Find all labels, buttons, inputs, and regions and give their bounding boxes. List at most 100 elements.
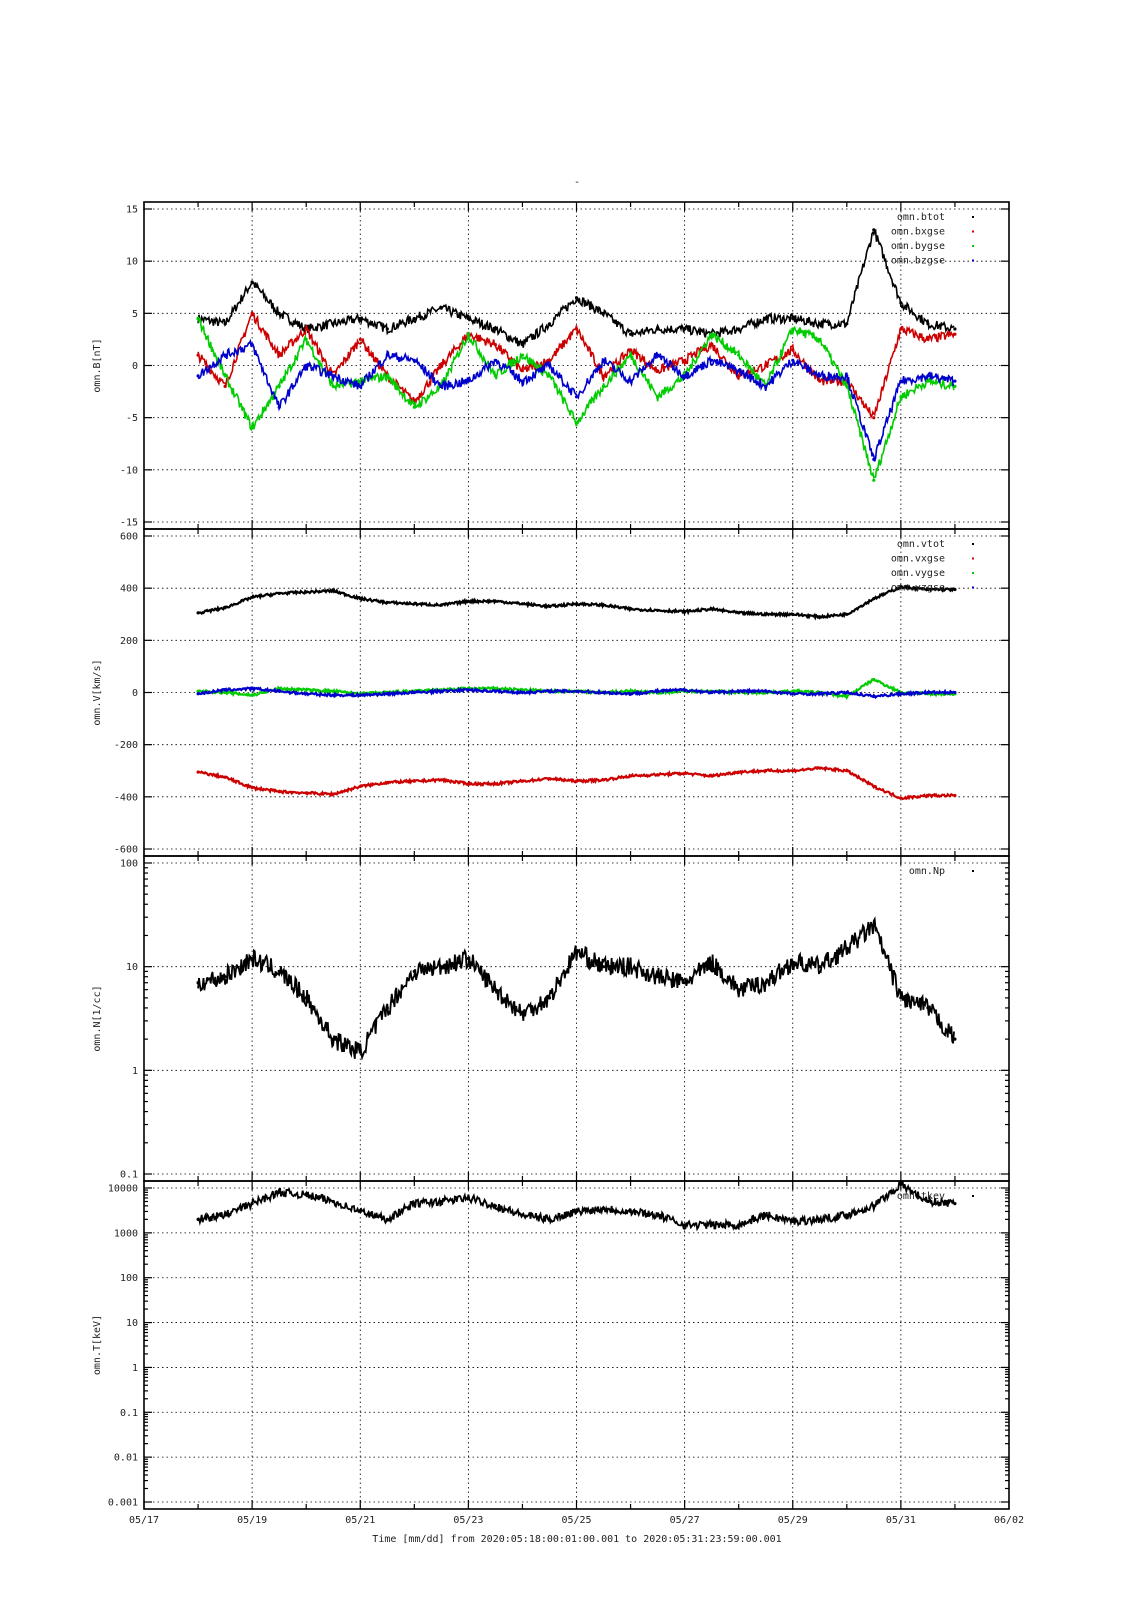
data-point	[926, 793, 930, 798]
y-tick-label: 0.1	[120, 1408, 138, 1419]
data-point	[196, 611, 200, 615]
data-point	[629, 348, 633, 352]
data-point	[791, 689, 795, 693]
data-point	[737, 369, 741, 373]
data-point	[899, 796, 903, 800]
data-point	[629, 607, 633, 611]
y-tick-label: 10000	[108, 1184, 138, 1195]
data-point	[899, 395, 903, 399]
data-point	[196, 316, 200, 321]
data-point	[818, 692, 822, 696]
data-point	[493, 327, 497, 331]
x-tick-label: 05/27	[670, 1515, 700, 1526]
data-point	[196, 981, 200, 985]
data-point	[953, 1202, 957, 1206]
data-point	[656, 608, 660, 612]
data-point	[656, 689, 660, 693]
data-point	[547, 322, 552, 326]
data-point	[331, 1199, 335, 1204]
data-point	[764, 316, 768, 321]
data-point	[250, 311, 254, 315]
data-point	[412, 358, 416, 362]
data-point	[845, 322, 849, 326]
data-point	[520, 602, 525, 606]
data-point	[223, 353, 227, 357]
data-point	[385, 692, 389, 696]
data-point	[953, 690, 957, 695]
y-tick-label: 0.01	[114, 1453, 138, 1464]
data-point	[439, 1199, 443, 1204]
panel-2: -600 -400 -200 0 200 400 600 omn.V[km/s] omn.vto…	[92, 528, 1010, 857]
data-point	[926, 1006, 930, 1010]
legend-marker	[972, 216, 974, 218]
data-point	[601, 358, 606, 362]
data-point	[250, 687, 254, 691]
data-point	[223, 606, 227, 610]
y-tick-label: 0.1	[120, 1170, 138, 1181]
data-point	[601, 965, 606, 969]
y-axis-label: omn.T[keV]	[92, 1315, 103, 1375]
data-point	[358, 693, 362, 697]
data-point	[926, 337, 930, 341]
data-point	[493, 1204, 497, 1208]
data-point	[277, 591, 281, 596]
data-point	[331, 374, 335, 378]
data-point	[250, 426, 254, 430]
data-point	[574, 949, 579, 954]
legend-marker	[972, 572, 974, 574]
data-point	[737, 374, 741, 378]
data-point	[466, 379, 470, 383]
data-point	[899, 692, 903, 696]
data-point	[710, 690, 714, 695]
data-point	[196, 692, 200, 696]
data-point	[683, 688, 687, 692]
data-point	[872, 228, 876, 232]
legend-label: omn.Np	[909, 866, 945, 877]
legend-marker	[972, 870, 974, 872]
data-point	[899, 585, 903, 589]
data-point	[439, 384, 443, 388]
data-point	[196, 1217, 200, 1221]
data-point	[872, 478, 876, 482]
data-point	[710, 358, 714, 362]
data-point	[412, 405, 416, 409]
data-point	[872, 784, 876, 789]
series-omn.bygse	[196, 316, 957, 482]
series-line	[197, 678, 955, 701]
legend-label: omn.btot	[897, 212, 945, 223]
data-point	[412, 1202, 416, 1206]
data-point	[845, 769, 849, 773]
series-omn.tkev	[196, 1177, 957, 1232]
legend-label: omn.bygse	[891, 241, 945, 252]
data-point	[899, 996, 903, 1000]
data-point	[250, 343, 254, 347]
data-point	[845, 690, 849, 695]
data-point	[493, 358, 497, 362]
data-point	[683, 610, 687, 614]
legend-label: omn.bxgse	[891, 227, 945, 238]
data-point	[710, 332, 714, 336]
data-point	[710, 960, 714, 965]
data-point	[737, 327, 741, 331]
data-point	[737, 1223, 741, 1227]
y-tick-label: -400	[114, 792, 138, 803]
data-point	[223, 688, 227, 692]
data-point	[520, 379, 525, 383]
data-point	[926, 379, 930, 383]
data-point	[845, 612, 849, 616]
data-point	[656, 369, 660, 373]
data-point	[656, 975, 660, 979]
data-point	[493, 599, 497, 603]
data-point	[953, 793, 957, 798]
x-tick-label: 05/25	[561, 1515, 591, 1526]
data-point	[223, 322, 227, 326]
data-point	[277, 353, 281, 357]
data-point	[899, 1182, 903, 1186]
data-point	[791, 1219, 795, 1223]
data-point	[764, 384, 768, 388]
data-point	[764, 769, 768, 773]
y-tick-label: 1000	[114, 1228, 138, 1239]
data-point	[601, 384, 606, 388]
data-point	[791, 769, 795, 773]
